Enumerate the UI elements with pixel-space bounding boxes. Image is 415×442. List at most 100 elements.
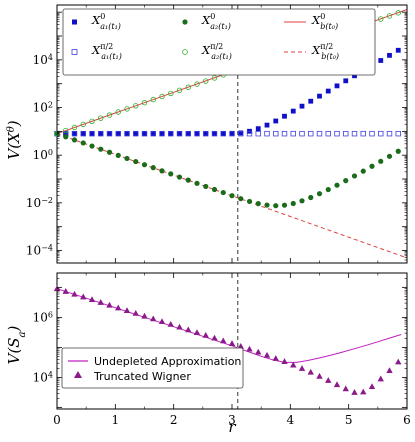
data-point xyxy=(124,130,130,137)
data-point xyxy=(273,130,279,137)
data-point xyxy=(317,93,322,99)
data-point xyxy=(150,130,156,137)
bottom-y-ticks: 104 106 xyxy=(33,277,407,409)
data-point xyxy=(334,182,340,188)
data-point xyxy=(378,158,384,164)
data-point xyxy=(124,131,130,137)
data-point xyxy=(132,310,139,316)
data-point xyxy=(106,130,113,137)
data-point xyxy=(211,186,218,193)
data-point xyxy=(203,131,209,137)
data-point xyxy=(115,109,121,115)
y-tick-label: 100 xyxy=(33,148,53,163)
legend-label: Xπ/2 a₁(t₁) xyxy=(91,42,122,61)
data-point xyxy=(176,174,183,180)
data-point xyxy=(333,381,341,388)
data-point xyxy=(352,73,357,79)
data-point xyxy=(168,131,174,137)
data-point xyxy=(194,180,200,186)
data-point xyxy=(141,162,148,168)
top-panel: 10−4 10−2 100 102 104 V(Xθ) X0 a₁(t₁) X0 a₂(t₁)… xyxy=(5,4,408,264)
data-point xyxy=(71,137,78,143)
data-point xyxy=(325,186,331,193)
y-tick-label: 104 xyxy=(33,52,53,66)
data-point xyxy=(290,200,296,207)
data-point xyxy=(281,202,288,208)
data-point xyxy=(71,290,78,297)
data-point xyxy=(158,318,166,325)
data-point xyxy=(89,118,95,125)
x-tick-label: 5 xyxy=(345,413,353,427)
data-point xyxy=(246,198,253,205)
bottom-series-marks xyxy=(53,285,402,395)
data-point xyxy=(377,375,384,382)
data-point xyxy=(229,130,235,137)
data-point xyxy=(342,385,349,392)
legend-label: Xπ/2 a₂(t₁) xyxy=(201,42,232,61)
data-point xyxy=(124,155,130,162)
data-point xyxy=(133,130,139,137)
top-y-ticks: 10−4 10−2 100 102 104 xyxy=(26,11,407,264)
data-point xyxy=(334,130,340,137)
data-point xyxy=(97,299,104,305)
data-point xyxy=(290,361,297,368)
data-point xyxy=(159,93,165,100)
data-point xyxy=(386,367,393,374)
data-point xyxy=(316,191,323,197)
x-tick-label: 4 xyxy=(287,413,295,427)
bottom-x-axis-label: r xyxy=(228,418,236,436)
legend-undepleted-label: Undepleted Approximation xyxy=(94,355,241,368)
data-point xyxy=(80,140,86,146)
legend-label: X0 b(t₀) xyxy=(311,12,338,31)
data-point xyxy=(281,130,288,137)
legend-truncated-swatch xyxy=(74,371,82,378)
data-point xyxy=(395,358,402,365)
data-point xyxy=(378,58,384,63)
data-point xyxy=(246,130,253,137)
data-point xyxy=(264,202,270,208)
data-point xyxy=(63,134,69,140)
data-point xyxy=(63,131,69,137)
data-point xyxy=(299,130,305,137)
data-point xyxy=(141,130,148,137)
data-point xyxy=(168,90,174,97)
data-point xyxy=(308,98,314,104)
data-point xyxy=(168,130,174,137)
y-tick-label: 102 xyxy=(33,100,53,115)
data-point xyxy=(308,130,314,137)
data-point xyxy=(378,130,384,137)
data-point xyxy=(299,103,305,109)
x-tick-label: 3 xyxy=(228,413,236,427)
data-point xyxy=(80,293,87,300)
data-point xyxy=(211,130,218,137)
data-point xyxy=(203,130,209,137)
data-point xyxy=(378,16,384,22)
data-point xyxy=(298,365,306,371)
top-legend: X0 a₁(t₁) X0 a₂(t₁) X0 b(t₀) Xπ/2 a₁(t₁) Xπ/2 a₂(… xyxy=(62,8,376,76)
data-point xyxy=(80,131,86,137)
data-point xyxy=(263,351,271,358)
data-point xyxy=(176,87,183,94)
data-point xyxy=(63,127,69,134)
data-point xyxy=(246,345,253,352)
legend-label: X0 a₁(t₁) xyxy=(91,12,121,31)
data-point xyxy=(177,131,182,137)
data-point xyxy=(351,389,358,395)
data-point xyxy=(316,372,323,379)
data-point xyxy=(343,130,349,137)
data-point xyxy=(150,96,156,103)
legend-truncated-label: Truncated Wigner xyxy=(93,370,191,383)
data-point xyxy=(89,143,95,149)
data-point xyxy=(115,130,121,137)
data-point xyxy=(229,130,235,136)
data-point xyxy=(124,106,130,112)
data-point xyxy=(220,337,227,344)
legend-swatch xyxy=(71,49,78,55)
data-point xyxy=(343,178,349,184)
data-point xyxy=(308,194,314,201)
x-tick-label: 2 xyxy=(170,413,178,427)
data-point xyxy=(368,383,376,390)
data-point xyxy=(123,307,131,314)
data-point xyxy=(106,149,113,155)
